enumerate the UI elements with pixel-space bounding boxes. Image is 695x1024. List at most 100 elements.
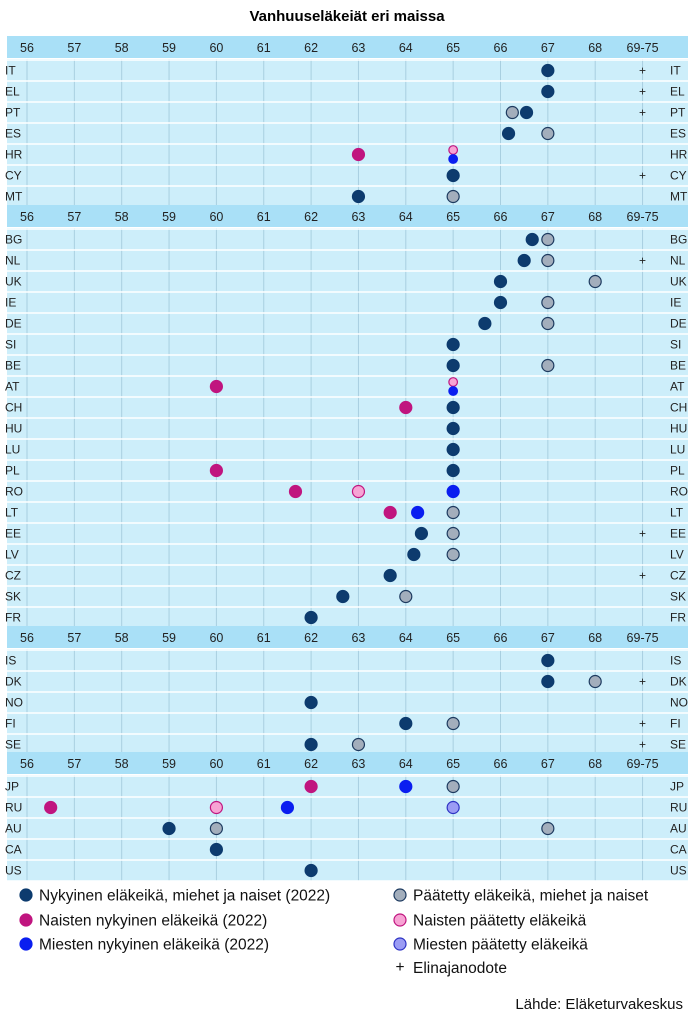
country-label-right: RU	[670, 801, 687, 815]
country-label-left: SE	[5, 738, 21, 752]
data-point-SI-current	[446, 337, 460, 352]
x-tick-label: 69-75	[627, 210, 659, 224]
data-point-IE-decided	[541, 295, 555, 310]
x-tick-label: 66	[494, 41, 508, 55]
country-label-left: NO	[5, 696, 23, 710]
data-point-FR-current	[304, 610, 318, 625]
x-tick-label: 68	[588, 210, 602, 224]
legend-marker-decided	[393, 888, 407, 902]
data-point-RU-women_current	[44, 800, 58, 815]
country-label-right: LT	[670, 506, 684, 520]
country-label-right: RO	[670, 485, 688, 499]
data-point-BG-current	[525, 232, 539, 247]
country-label-left: RO	[5, 485, 23, 499]
country-label-right: AU	[670, 822, 687, 836]
x-tick-label: 62	[304, 210, 318, 224]
data-point-SE-current	[304, 737, 318, 752]
country-label-left: HU	[5, 422, 22, 436]
country-label-right: AT	[670, 380, 685, 394]
country-label-left: SK	[5, 590, 21, 604]
country-label-left: EL	[5, 85, 20, 99]
x-tick-label: 58	[115, 41, 129, 55]
data-point-RO-men_current	[446, 484, 460, 499]
data-point-DK-current	[541, 674, 555, 689]
country-label-left: BG	[5, 233, 22, 247]
legend-label-plus: Elinajanodote	[413, 960, 507, 977]
data-point-SK-current	[336, 589, 350, 604]
data-point-FI-current	[399, 716, 413, 731]
x-tick-label: 61	[257, 631, 271, 645]
country-label-right: SI	[670, 338, 681, 352]
x-tick-label: 68	[588, 631, 602, 645]
country-label-left: FR	[5, 611, 21, 625]
data-point-ES-current	[501, 126, 516, 141]
country-label-right: HR	[670, 148, 688, 162]
country-label-left: JP	[5, 780, 19, 794]
country-label-right: FI	[670, 717, 681, 731]
country-label-left: EE	[5, 527, 21, 541]
x-tick-label: 64	[399, 757, 413, 771]
data-point-BE-decided	[541, 358, 555, 373]
data-point-LV-current	[407, 547, 421, 562]
country-label-left: AU	[5, 822, 22, 836]
country-label-right: IE	[670, 296, 681, 310]
chart-title: Vanhuuseläkeiät eri maissa	[249, 8, 445, 25]
data-point-NO-current	[304, 695, 318, 710]
data-point-US-current	[304, 863, 318, 878]
data-point-AU-decided2	[541, 821, 555, 836]
country-label-right: IS	[670, 654, 681, 668]
data-point-DK-decided	[588, 674, 602, 689]
country-label-right: ES	[670, 127, 686, 141]
x-tick-label: 59	[162, 210, 176, 224]
country-label-right: CH	[670, 401, 687, 415]
x-tick-label: 65	[446, 757, 460, 771]
legend-marker-men_decided	[393, 937, 407, 951]
life-expectancy-marker: +	[639, 169, 646, 183]
axis-band	[7, 205, 688, 227]
country-label-left: BE	[5, 359, 21, 373]
axis-band	[7, 626, 688, 648]
data-point-RU-men_current	[280, 800, 295, 815]
x-tick-label: 56	[20, 210, 34, 224]
data-point-HR-women_decided	[448, 145, 459, 155]
country-label-right: UK	[670, 275, 687, 289]
country-label-left: UK	[5, 275, 22, 289]
x-tick-label: 58	[115, 631, 129, 645]
country-label-left: ES	[5, 127, 21, 141]
data-point-CH-current	[446, 400, 460, 415]
life-expectancy-marker: +	[639, 738, 646, 752]
country-label-left: US	[5, 864, 22, 878]
country-label-left: HR	[5, 148, 23, 162]
data-point-LT-men_current	[411, 505, 425, 520]
data-point-RU-men_decided	[446, 800, 460, 815]
data-point-JP-men_current	[399, 779, 413, 794]
data-point-PL-women_current	[209, 463, 223, 478]
legend-label-decided: Päätetty eläkeikä, miehet ja naiset	[413, 888, 649, 905]
country-label-left: RU	[5, 801, 22, 815]
country-label-left: AT	[5, 380, 20, 394]
country-label-right: CY	[670, 169, 687, 183]
country-label-right: NO	[670, 696, 688, 710]
country-label-right: BE	[670, 359, 686, 373]
data-point-CH-women_current	[399, 400, 413, 415]
x-tick-label: 66	[494, 210, 508, 224]
data-point-LU-current	[446, 442, 460, 457]
data-point-HR-men_current	[448, 154, 459, 164]
life-expectancy-marker: +	[639, 64, 646, 78]
x-tick-label: 69-75	[627, 757, 659, 771]
data-point-LT-women_current	[383, 505, 397, 520]
data-point-RO-women_current	[288, 484, 303, 499]
data-point-EL-current	[541, 84, 555, 99]
x-tick-label: 59	[162, 41, 176, 55]
life-expectancy-marker: +	[639, 85, 646, 99]
axis-band	[7, 752, 688, 774]
data-point-EE-current	[414, 526, 429, 541]
country-label-right: US	[670, 864, 687, 878]
x-tick-label: 66	[494, 757, 508, 771]
country-label-right: LU	[670, 443, 685, 457]
data-point-PL-current	[446, 463, 460, 478]
data-point-BG-decided	[541, 232, 555, 247]
legend-marker-women_current	[19, 913, 33, 927]
data-point-MT-decided	[446, 189, 460, 204]
data-point-AU-current	[162, 821, 176, 836]
